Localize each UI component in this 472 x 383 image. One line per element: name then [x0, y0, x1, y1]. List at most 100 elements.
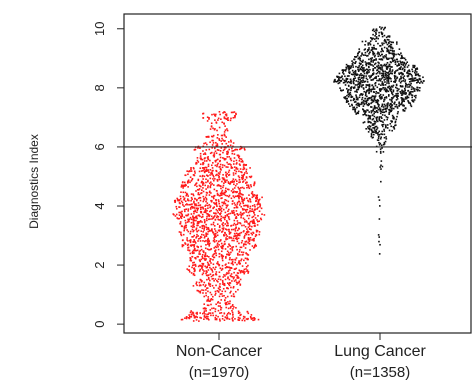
data-point — [227, 200, 230, 203]
data-point — [205, 232, 207, 235]
data-point — [173, 213, 175, 216]
data-point — [246, 186, 248, 189]
data-point — [246, 228, 248, 230]
data-point — [198, 193, 201, 196]
data-point — [341, 71, 344, 74]
data-point — [242, 202, 245, 205]
data-point — [192, 249, 195, 252]
data-point — [203, 281, 206, 284]
data-point — [229, 157, 232, 160]
data-point — [349, 87, 352, 89]
data-point — [224, 215, 227, 217]
data-point — [367, 120, 370, 123]
data-point — [203, 221, 206, 224]
data-point — [393, 103, 396, 105]
data-point — [402, 76, 405, 79]
data-point — [387, 51, 390, 53]
data-point — [242, 176, 244, 178]
data-point — [224, 158, 226, 161]
data-point — [222, 174, 224, 176]
data-point — [391, 53, 394, 55]
data-point — [363, 121, 366, 123]
data-point — [213, 252, 216, 255]
data-point — [379, 150, 382, 153]
swarm-layer — [172, 26, 425, 322]
data-point — [221, 290, 224, 293]
data-point — [380, 164, 382, 167]
data-point — [187, 179, 190, 182]
data-point — [383, 88, 386, 91]
data-point — [245, 168, 248, 171]
data-point — [236, 253, 239, 256]
data-point — [242, 161, 244, 163]
data-point — [189, 239, 192, 241]
data-point — [204, 166, 207, 169]
data-point — [361, 52, 363, 55]
data-point — [231, 248, 234, 250]
data-point — [406, 95, 409, 98]
data-point — [237, 310, 240, 313]
data-point — [359, 59, 362, 62]
data-point — [375, 92, 377, 95]
data-point — [379, 93, 382, 96]
data-point — [223, 182, 225, 185]
data-point — [357, 52, 359, 55]
data-point — [380, 133, 382, 135]
data-point — [212, 277, 214, 280]
data-point — [357, 104, 359, 107]
data-point — [229, 257, 231, 259]
data-point — [416, 78, 419, 81]
data-point — [237, 277, 239, 279]
data-point — [209, 273, 212, 276]
data-point — [378, 78, 381, 80]
data-point — [367, 62, 370, 64]
data-point — [210, 223, 213, 226]
data-point — [392, 41, 394, 44]
data-point — [199, 163, 202, 166]
data-point — [256, 220, 259, 223]
data-point — [196, 245, 198, 248]
data-point — [214, 203, 216, 205]
data-point — [414, 79, 416, 82]
data-point — [373, 115, 376, 118]
data-point — [247, 217, 250, 220]
data-point — [349, 93, 352, 96]
data-point — [193, 226, 195, 228]
data-point — [206, 278, 208, 281]
data-point — [180, 318, 183, 321]
data-point — [352, 87, 355, 89]
data-point — [184, 191, 187, 194]
data-point — [368, 121, 371, 123]
data-point — [345, 63, 348, 66]
data-point — [362, 99, 365, 102]
data-point — [216, 190, 218, 192]
data-point — [338, 76, 341, 79]
data-point — [249, 249, 251, 251]
data-point — [211, 228, 213, 230]
data-point — [369, 121, 372, 124]
data-point — [249, 225, 251, 227]
data-point — [199, 152, 202, 155]
data-point — [209, 152, 212, 155]
data-point — [219, 163, 222, 166]
data-point — [203, 295, 206, 298]
data-point — [225, 255, 227, 258]
data-point — [230, 286, 232, 289]
x-tick-label: Lung Cancer — [334, 343, 426, 360]
data-point — [222, 228, 225, 231]
data-point — [226, 295, 229, 298]
data-point — [370, 134, 373, 136]
data-point — [182, 184, 185, 187]
data-point — [415, 71, 418, 73]
data-point — [354, 70, 356, 73]
data-point — [378, 52, 380, 54]
data-point — [209, 300, 211, 302]
data-point — [233, 153, 236, 155]
data-point — [227, 163, 230, 165]
data-point — [218, 271, 221, 274]
data-point — [238, 228, 240, 230]
data-point — [368, 42, 371, 44]
data-point — [346, 101, 348, 103]
data-point — [349, 105, 351, 108]
data-point — [219, 208, 222, 211]
